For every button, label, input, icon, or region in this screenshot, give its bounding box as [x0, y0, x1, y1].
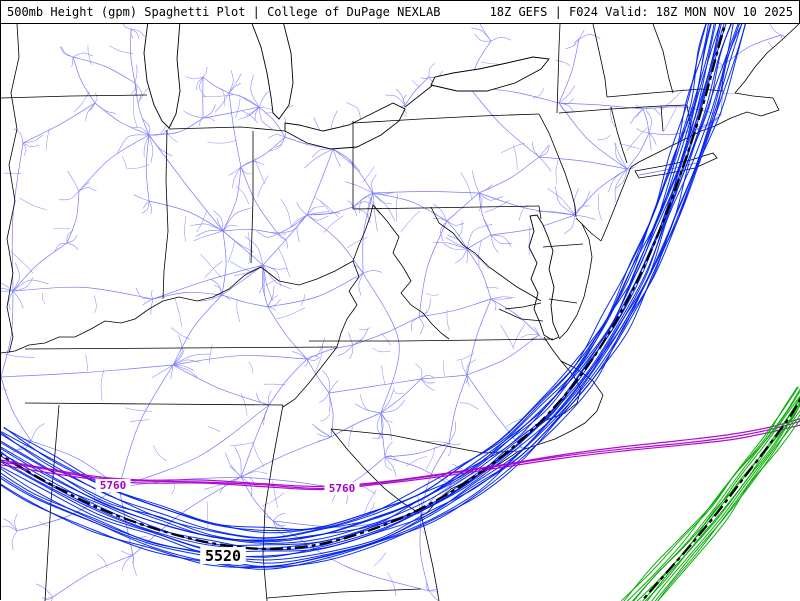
run-valid-info: 18Z GEFS | F024 Valid: 18Z MON NOV 10 20…	[489, 5, 793, 19]
map-canvas: 5520 5760 5760	[1, 24, 800, 601]
product-title: 500mb Height (gpm) Spaghetti Plot | Coll…	[7, 5, 441, 19]
contour-height-green	[621, 386, 800, 601]
contour-value-label: 5760	[329, 482, 356, 495]
ensemble-mean-line	[640, 397, 800, 601]
contour-value-label: 5520	[205, 547, 241, 565]
contour-value-label: 5760	[100, 479, 127, 492]
contour-labels-layer: 5520 5760 5760	[95, 479, 360, 565]
title-bar: 500mb Height (gpm) Spaghetti Plot | Coll…	[1, 1, 799, 24]
